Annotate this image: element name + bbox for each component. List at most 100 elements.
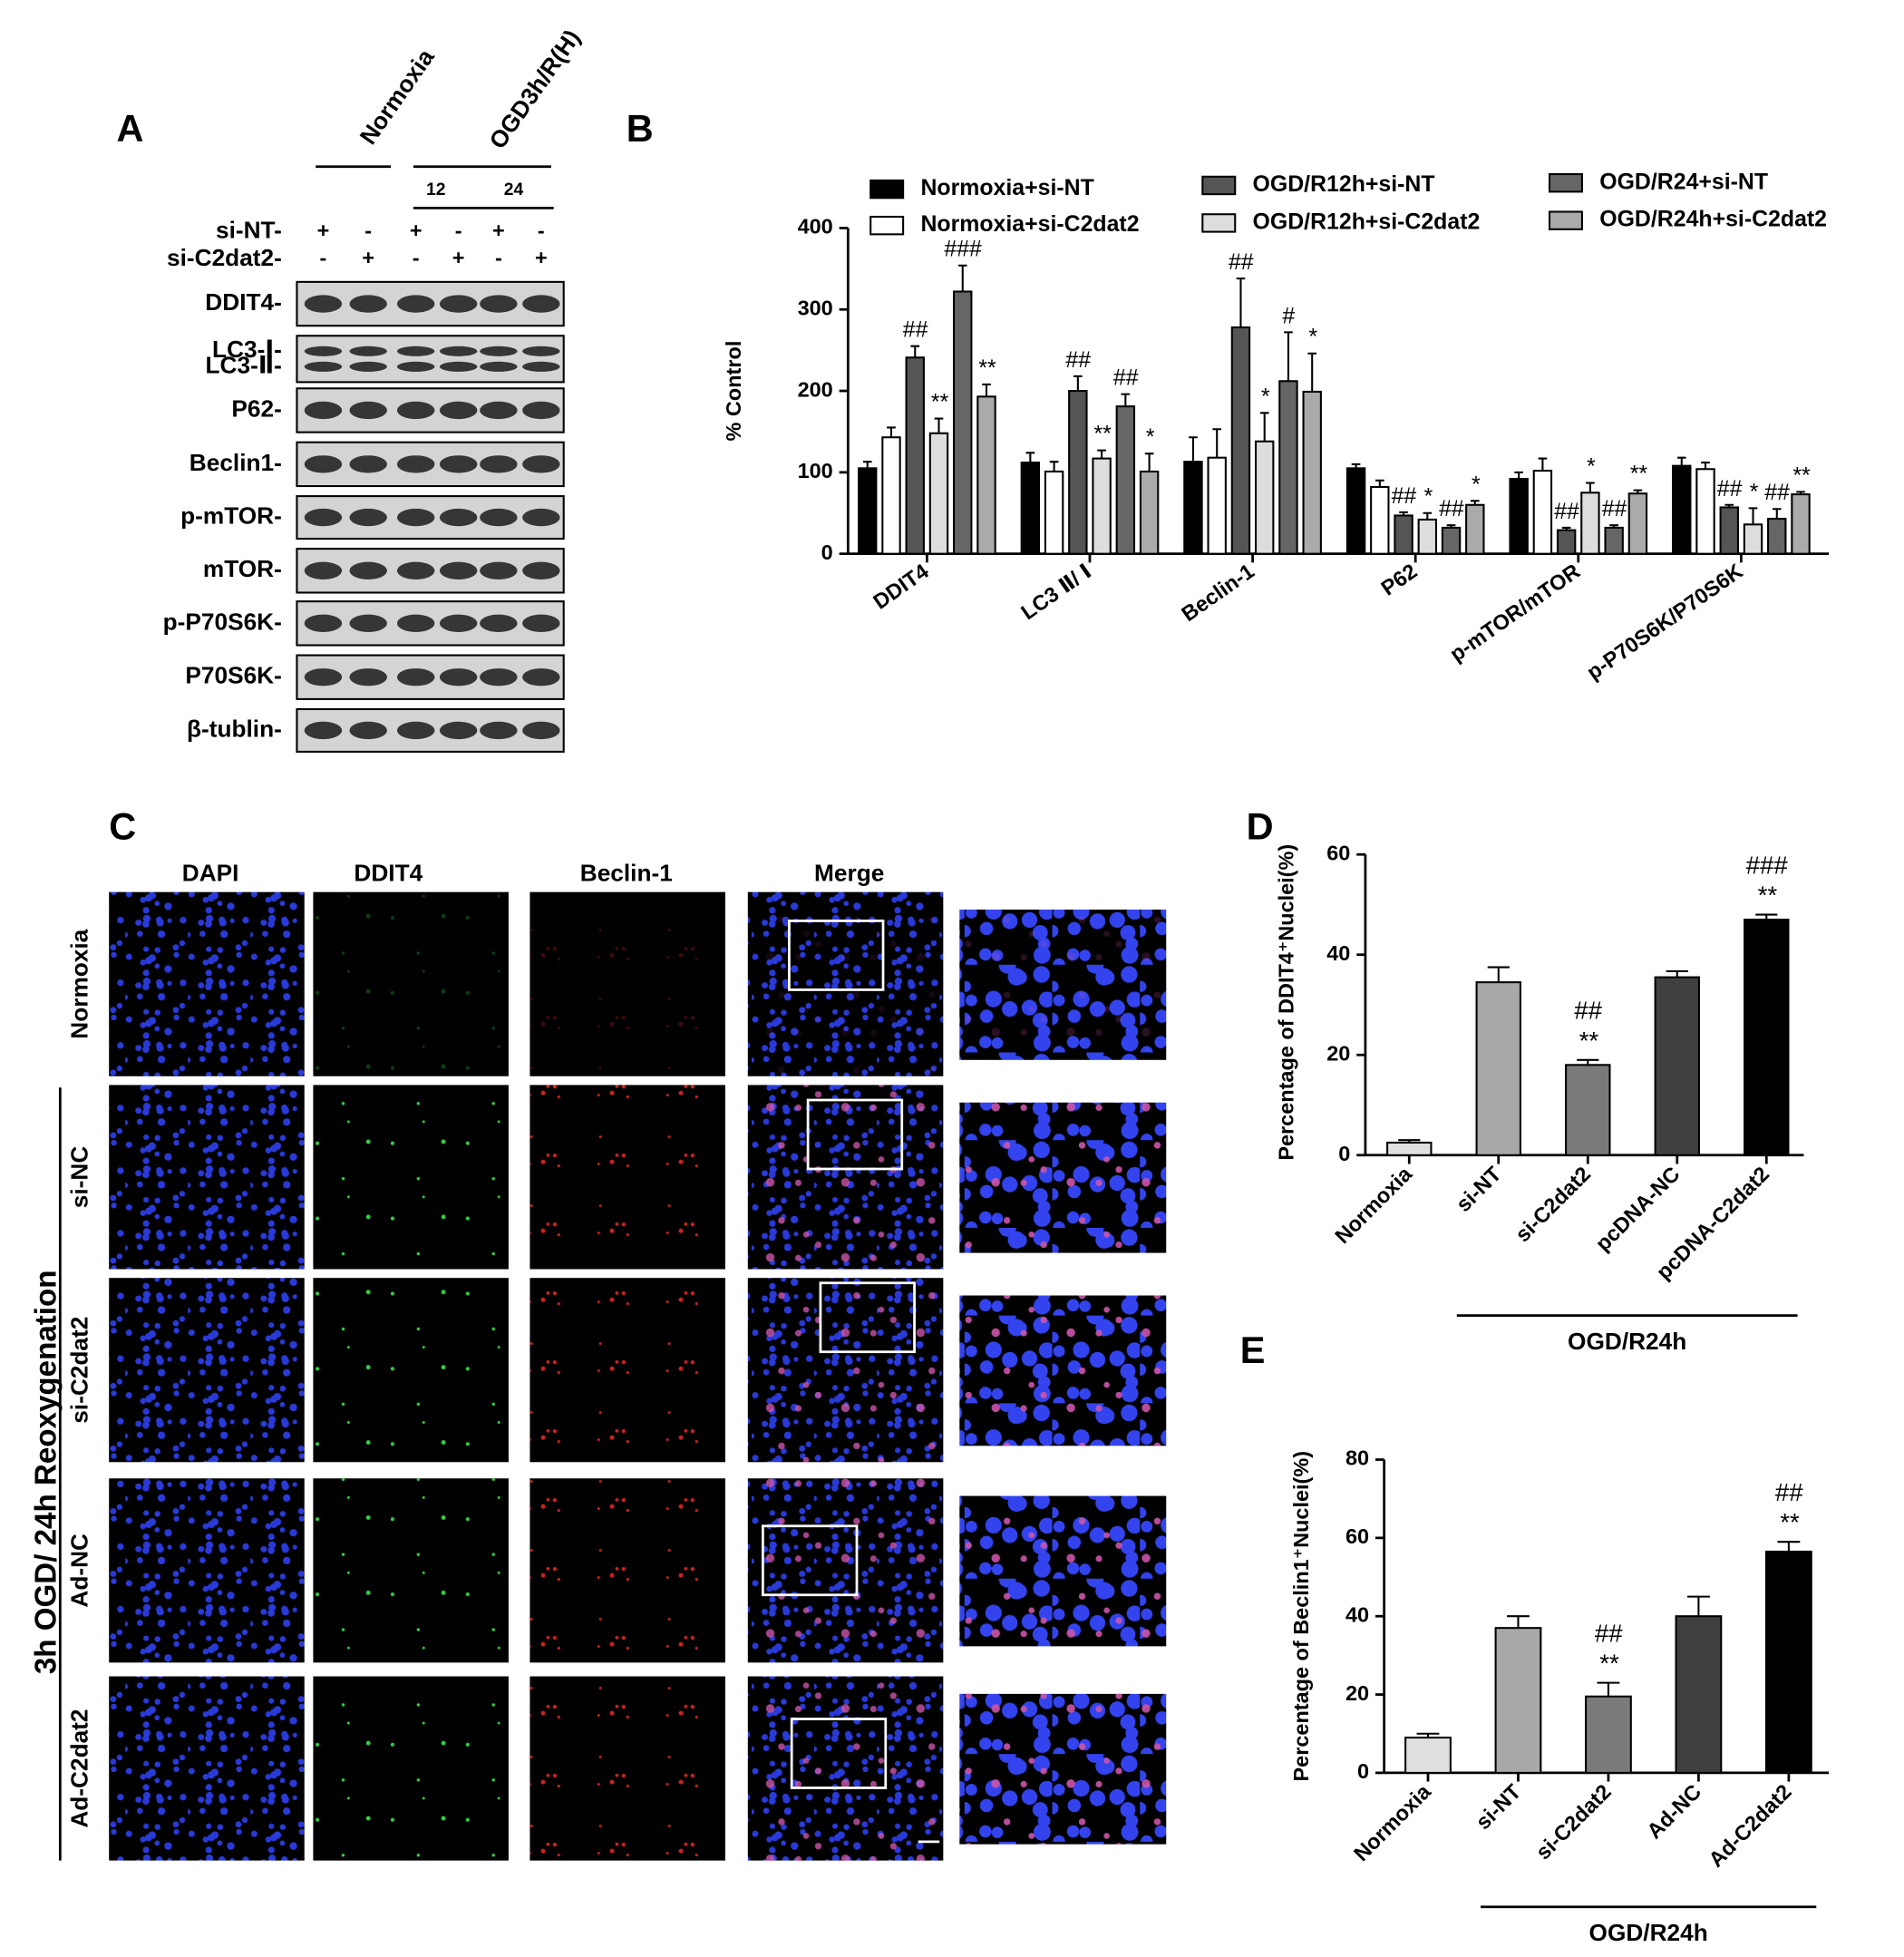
sign: + bbox=[535, 246, 548, 269]
band bbox=[349, 614, 387, 632]
image-dapi bbox=[109, 891, 305, 1076]
significance: * bbox=[1307, 325, 1317, 350]
sign: + bbox=[452, 246, 465, 269]
bar bbox=[1020, 462, 1041, 555]
significance: ## bbox=[1601, 496, 1627, 521]
group-label: OGD3h/R(H) bbox=[483, 24, 585, 154]
legend-label: OGD/R12h+si-C2dat2 bbox=[1253, 209, 1481, 234]
band bbox=[480, 455, 518, 473]
error-bar bbox=[1097, 449, 1106, 459]
group-label: Normoxia bbox=[355, 44, 440, 150]
significance: ** bbox=[1629, 462, 1648, 487]
zoom-box bbox=[819, 1281, 916, 1354]
image-dapi bbox=[109, 1676, 305, 1861]
bar bbox=[1791, 493, 1811, 555]
significance: ** bbox=[930, 390, 949, 415]
band bbox=[522, 346, 560, 356]
y-tick-label: 400 bbox=[798, 215, 833, 239]
legend-swatch bbox=[869, 179, 905, 200]
legend-swatch bbox=[1201, 213, 1237, 233]
zoom-signal bbox=[959, 1693, 1167, 1845]
error-bar bbox=[1487, 966, 1510, 983]
band bbox=[480, 361, 518, 372]
band bbox=[349, 561, 387, 579]
band bbox=[349, 295, 387, 313]
error-bar bbox=[1259, 412, 1269, 442]
group-label: OGD/R24h bbox=[1589, 1919, 1708, 1946]
error-bar bbox=[1423, 511, 1433, 520]
x-tick-label: si-NT bbox=[1452, 1162, 1506, 1216]
error-bar bbox=[1144, 453, 1154, 472]
y-axis-label: Percentage of DDIT4⁺Nuclei(%) bbox=[1274, 844, 1297, 1161]
bar bbox=[1068, 390, 1088, 555]
zoom-box bbox=[762, 1524, 859, 1597]
zoom-box bbox=[790, 1718, 888, 1789]
band bbox=[396, 455, 435, 473]
bar bbox=[1092, 457, 1112, 555]
column-label: Beclin-1 bbox=[580, 859, 673, 886]
band bbox=[439, 721, 478, 740]
bar bbox=[1370, 485, 1390, 555]
band bbox=[396, 508, 435, 527]
timepoint: 12 bbox=[426, 180, 446, 200]
bar bbox=[1230, 326, 1251, 555]
significance: ## bbox=[902, 317, 928, 343]
bar bbox=[1417, 518, 1438, 555]
blot-label: p-P70S6K- bbox=[163, 608, 282, 635]
y-tick-label: 20 bbox=[1326, 1041, 1350, 1065]
blot-label: mTOR- bbox=[203, 555, 282, 582]
zoom-signal bbox=[959, 910, 1167, 1060]
band bbox=[396, 668, 435, 686]
y-axis-label: Percentage of Beclin1⁺Nuclei(%) bbox=[1289, 1451, 1313, 1782]
image-dapi bbox=[109, 1085, 305, 1270]
bar bbox=[928, 432, 949, 555]
band bbox=[349, 346, 387, 356]
error-bar bbox=[1507, 1615, 1530, 1629]
y-tick-label: 40 bbox=[1345, 1602, 1369, 1626]
blot-label: DDIT4- bbox=[205, 288, 282, 316]
blot-label: LC3-Ⅰ- bbox=[212, 336, 282, 363]
bar bbox=[1494, 1627, 1542, 1774]
error-bar bbox=[1398, 1139, 1421, 1143]
significance: ## bbox=[1113, 365, 1140, 391]
band bbox=[439, 346, 478, 356]
sign: - bbox=[538, 219, 545, 242]
image-beclin-signal bbox=[529, 1278, 725, 1463]
significance: ** bbox=[1757, 881, 1778, 909]
bar bbox=[1719, 506, 1739, 555]
legend-label: OGD/R24+si-NT bbox=[1599, 169, 1768, 194]
error-bar bbox=[1777, 1541, 1801, 1552]
significance: * bbox=[1145, 424, 1155, 450]
significance: ## bbox=[1439, 496, 1465, 521]
image-beclin-signal bbox=[529, 891, 725, 1076]
bar bbox=[1509, 477, 1529, 555]
y-tick-label: 20 bbox=[1345, 1681, 1369, 1705]
significance: ** bbox=[1792, 462, 1811, 488]
blot-label: LC3-Ⅱ- bbox=[206, 351, 282, 378]
bar bbox=[1532, 470, 1553, 555]
y-tick-label: 200 bbox=[798, 377, 833, 401]
bar bbox=[1345, 467, 1366, 555]
blot-label: P62- bbox=[231, 394, 281, 422]
significance: * bbox=[1749, 479, 1759, 504]
band bbox=[396, 614, 435, 632]
image-beclin-signal bbox=[529, 1478, 725, 1663]
image-dapi bbox=[109, 1478, 305, 1663]
x-tick-label: p-P70S6K/P70S6K bbox=[1582, 559, 1747, 684]
band bbox=[522, 721, 560, 740]
error-bar bbox=[1686, 1595, 1710, 1617]
bar bbox=[1675, 1615, 1723, 1774]
bar bbox=[953, 290, 973, 555]
band bbox=[522, 361, 560, 372]
panel-label: B bbox=[627, 107, 654, 150]
band bbox=[522, 401, 560, 420]
significance: * bbox=[1586, 454, 1596, 480]
band bbox=[349, 668, 387, 686]
x-tick-label: P62 bbox=[1376, 559, 1421, 599]
band bbox=[480, 295, 518, 313]
significance: ** bbox=[1598, 1650, 1619, 1678]
band bbox=[439, 561, 478, 579]
band bbox=[522, 455, 560, 473]
error-bar bbox=[1597, 1681, 1620, 1697]
